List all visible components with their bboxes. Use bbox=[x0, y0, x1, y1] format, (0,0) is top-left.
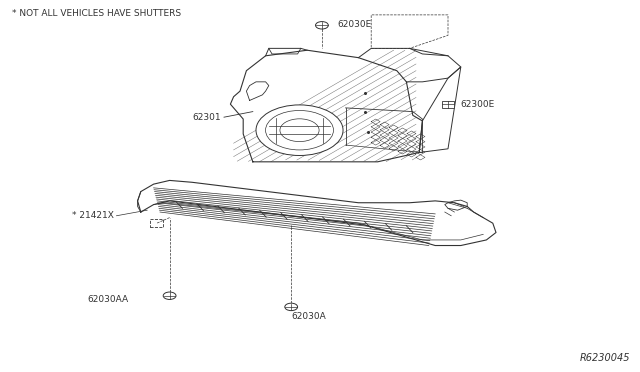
FancyBboxPatch shape bbox=[442, 101, 454, 108]
Text: 62301: 62301 bbox=[192, 113, 221, 122]
Text: 62030E: 62030E bbox=[337, 20, 372, 29]
Text: * 21421X: * 21421X bbox=[72, 211, 114, 220]
Circle shape bbox=[316, 22, 328, 29]
Text: * NOT ALL VEHICLES HAVE SHUTTERS: * NOT ALL VEHICLES HAVE SHUTTERS bbox=[12, 9, 180, 18]
Circle shape bbox=[256, 105, 343, 155]
Circle shape bbox=[163, 292, 176, 299]
Text: 62030A: 62030A bbox=[291, 312, 326, 321]
Text: 62300E: 62300E bbox=[461, 100, 495, 109]
Text: R6230045: R6230045 bbox=[580, 353, 630, 363]
Circle shape bbox=[285, 303, 298, 311]
Text: 62030AA: 62030AA bbox=[87, 295, 128, 304]
